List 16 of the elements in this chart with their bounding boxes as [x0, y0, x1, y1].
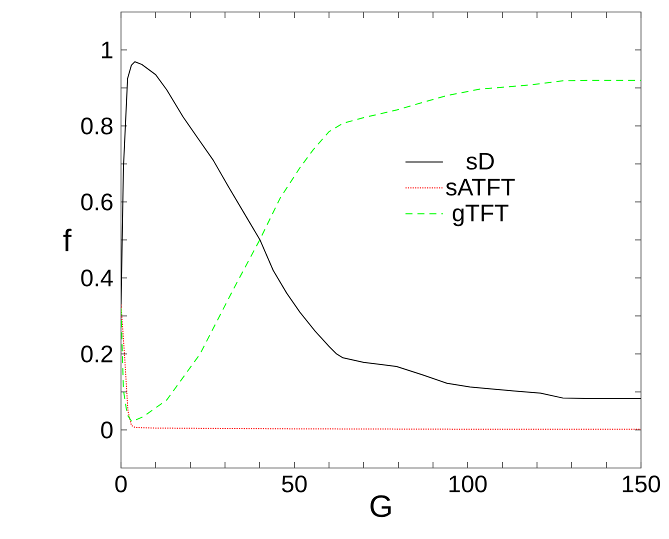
y-tick-label: 0.8 [81, 118, 112, 134]
legend-label: sD [466, 152, 494, 170]
x-axis-title: G [370, 495, 391, 518]
y-tick-label: 0 [101, 422, 113, 438]
y-tick-label: 0.4 [81, 270, 113, 286]
legend-label: sATFT [446, 178, 515, 196]
y-tick-label: 0.6 [81, 194, 112, 210]
line-series [121, 304, 642, 430]
x-tick-label: 100 [450, 475, 487, 492]
legend-label: gTFT [452, 204, 508, 226]
y-tick-label: 0.2 [81, 346, 112, 362]
y-axis-title: f [63, 228, 72, 252]
y-tick-label: 1 [102, 42, 112, 58]
x-tick-label: 0 [115, 475, 127, 492]
x-tick-label: 50 [282, 475, 307, 492]
x-tick-label: 150 [622, 475, 660, 492]
